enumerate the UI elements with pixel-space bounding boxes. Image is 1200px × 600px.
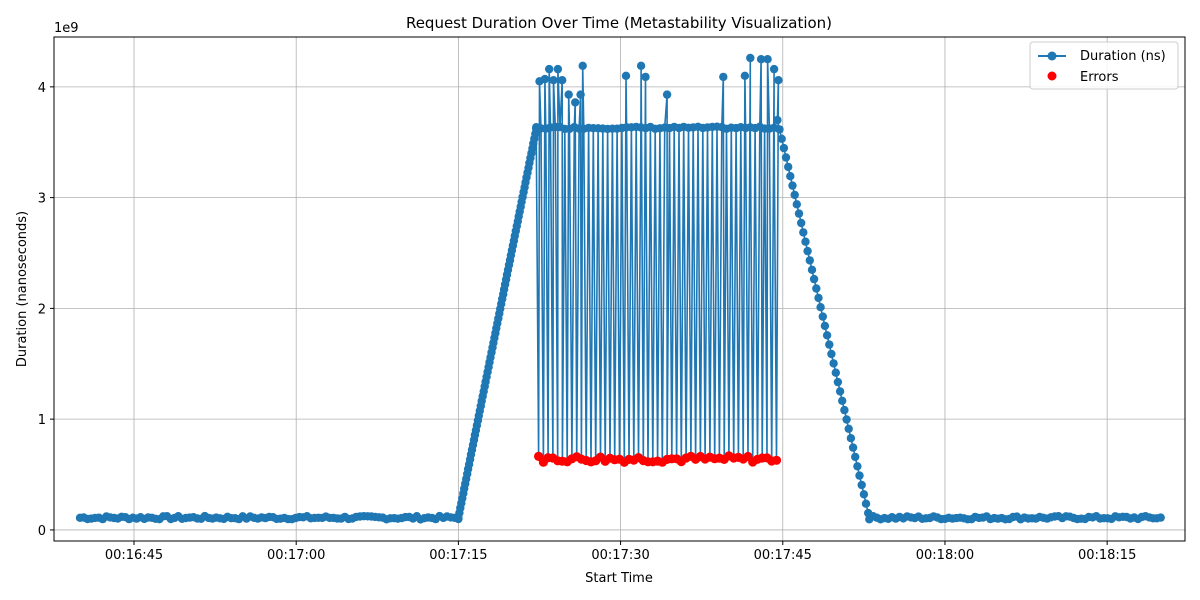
duration-point bbox=[797, 218, 806, 228]
duration-point bbox=[769, 64, 779, 74]
x-tick-label: 00:16:45 bbox=[105, 548, 163, 563]
duration-point bbox=[801, 237, 810, 246]
duration-point bbox=[831, 368, 840, 377]
duration-point bbox=[812, 284, 821, 293]
duration-point bbox=[840, 405, 849, 415]
duration-point bbox=[861, 499, 871, 508]
duration-point bbox=[553, 64, 563, 74]
duration-point bbox=[816, 303, 825, 312]
duration-point bbox=[848, 443, 858, 452]
y-axis-ticks: 0 1 2 3 4 bbox=[38, 81, 54, 539]
duration-point bbox=[792, 200, 801, 209]
duration-point bbox=[809, 274, 819, 284]
legend-duration-label: Duration (ns) bbox=[1080, 49, 1166, 64]
duration-point bbox=[781, 153, 791, 162]
x-tick-label: 00:17:15 bbox=[429, 548, 487, 563]
y-tick-label: 2 bbox=[38, 302, 46, 317]
duration-point bbox=[777, 134, 786, 143]
legend-errors-marker bbox=[1047, 71, 1057, 81]
duration-point bbox=[820, 321, 830, 331]
duration-point bbox=[775, 125, 784, 134]
duration-point bbox=[779, 143, 789, 153]
duration-point bbox=[844, 424, 853, 433]
legend-duration-marker bbox=[1047, 51, 1057, 61]
x-tick-label: 00:18:00 bbox=[916, 548, 974, 563]
duration-point bbox=[1156, 513, 1165, 522]
duration-point bbox=[719, 72, 728, 82]
duration-point bbox=[662, 90, 672, 99]
y-tick-label: 3 bbox=[38, 192, 46, 207]
duration-point bbox=[853, 462, 862, 471]
duration-point bbox=[571, 98, 580, 107]
duration-point bbox=[799, 228, 808, 237]
duration-point bbox=[838, 396, 847, 405]
duration-point bbox=[857, 480, 866, 490]
y-tick-label: 0 bbox=[38, 524, 46, 539]
duration-point bbox=[833, 377, 843, 387]
duration-point bbox=[822, 331, 832, 340]
x-tick-label: 00:18:15 bbox=[1078, 548, 1136, 563]
y-axis-label: Duration (nanoseconds) bbox=[15, 211, 30, 367]
y-tick-label: 4 bbox=[38, 81, 46, 96]
duration-point bbox=[564, 90, 573, 99]
error-point bbox=[771, 455, 782, 465]
duration-point bbox=[851, 452, 860, 462]
y-axis-offset-label: 1e9 bbox=[54, 21, 79, 36]
x-tick-label: 00:17:45 bbox=[754, 548, 812, 563]
duration-point bbox=[786, 172, 795, 181]
axes-frame bbox=[53, 36, 1186, 542]
duration-point bbox=[859, 490, 869, 499]
duration-point bbox=[549, 76, 558, 85]
duration-point bbox=[829, 359, 838, 368]
legend: Duration (ns) Errors bbox=[1029, 41, 1179, 90]
duration-point bbox=[790, 190, 799, 200]
duration-point bbox=[827, 349, 836, 359]
duration-point bbox=[818, 312, 827, 321]
y-tick-label: 1 bbox=[38, 413, 46, 428]
duration-point bbox=[835, 387, 845, 396]
duration-point bbox=[763, 55, 772, 64]
duration-point bbox=[846, 434, 856, 443]
duration-point bbox=[773, 115, 782, 125]
duration-point bbox=[784, 162, 793, 172]
duration-point bbox=[558, 76, 567, 85]
x-tick-label: 00:17:30 bbox=[591, 548, 649, 563]
chart-title: Request Duration Over Time (Metastabilit… bbox=[406, 14, 832, 32]
duration-point bbox=[814, 293, 823, 303]
duration-point bbox=[740, 71, 750, 81]
x-axis-ticks: 00:16:45 00:17:00 00:17:15 00:17:30 00:17:45… bbox=[105, 541, 1136, 563]
duration-point bbox=[578, 61, 587, 70]
duration-point bbox=[641, 72, 650, 82]
duration-point bbox=[545, 64, 554, 74]
duration-point bbox=[807, 265, 817, 274]
duration-point bbox=[805, 256, 814, 265]
legend-box bbox=[1029, 41, 1179, 90]
duration-point bbox=[794, 209, 804, 218]
legend-errors-label: Errors bbox=[1080, 70, 1119, 85]
duration-point bbox=[636, 61, 646, 70]
duration-point bbox=[855, 471, 864, 480]
x-tick-label: 00:17:00 bbox=[267, 548, 325, 563]
duration-point bbox=[825, 340, 834, 349]
duration-point bbox=[756, 55, 766, 64]
duration-point bbox=[540, 74, 550, 84]
duration-point bbox=[746, 53, 755, 63]
x-axis-label: Start Time bbox=[585, 571, 653, 586]
duration-point bbox=[788, 181, 797, 190]
duration-point bbox=[842, 415, 851, 424]
duration-point bbox=[803, 246, 812, 256]
grid bbox=[54, 37, 1185, 541]
plot-area bbox=[75, 53, 1165, 524]
duration-point bbox=[774, 76, 783, 85]
duration-point bbox=[621, 71, 631, 81]
duration-point bbox=[576, 90, 585, 99]
